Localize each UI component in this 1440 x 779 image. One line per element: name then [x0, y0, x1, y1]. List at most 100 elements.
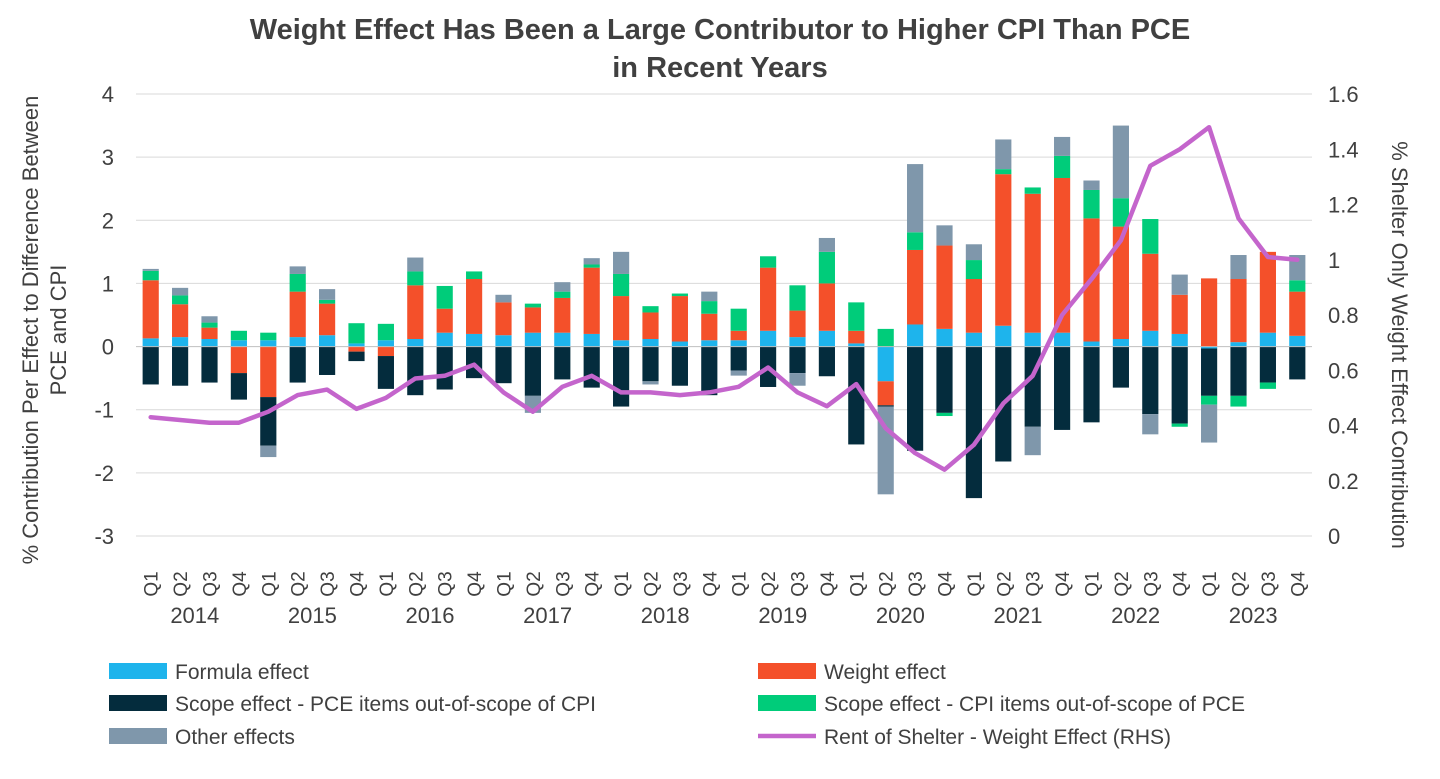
bar-segment-1 [1024, 332, 1041, 347]
bar-segment-3 [1171, 346, 1188, 424]
bar-segment-2 [848, 330, 865, 344]
bar-segment-4 [260, 332, 277, 341]
bar-segment-4 [671, 293, 688, 297]
bar-segment-2 [260, 346, 277, 398]
quarter-tick-label: Q3 [671, 571, 692, 596]
bar-segment-5 [818, 237, 835, 252]
bar-segment-3 [965, 346, 982, 499]
bar-segment-1 [701, 340, 718, 347]
bar-segment-4 [436, 285, 453, 309]
bar-segment-4 [524, 303, 541, 308]
quarter-tick-label: Q2 [1230, 571, 1251, 596]
quarter-tick-label: Q2 [406, 571, 427, 596]
bar-segment-4 [583, 264, 600, 268]
bar-segment-1 [877, 346, 894, 382]
bar-segment-2 [1201, 278, 1218, 347]
bar-segment-3 [1083, 346, 1100, 423]
bar-segment-2 [554, 297, 571, 333]
quarter-tick-label: Q4 [1053, 571, 1074, 597]
bar-segment-2 [466, 279, 483, 334]
bar-segment-2 [319, 303, 336, 336]
bar-segment-5 [613, 251, 630, 274]
bar-segment-3 [701, 346, 718, 396]
bar-segment-1 [1201, 346, 1218, 349]
bar-segment-5 [965, 244, 982, 261]
bar-segment-1 [1142, 330, 1159, 347]
bar-segment-5 [201, 316, 218, 323]
bar-segment-3 [1230, 346, 1247, 396]
bar-segment-1 [348, 343, 365, 347]
bar-segment-4 [466, 271, 483, 280]
quarter-tick-label: Q2 [1112, 571, 1133, 596]
bar-segment-2 [877, 381, 894, 406]
bar-segment-4 [230, 330, 247, 341]
quarter-tick-label: Q1 [495, 571, 516, 596]
bar-segment-3 [201, 346, 218, 383]
bar-segment-1 [848, 343, 865, 347]
left-axis-title: % Contribution Per Effect to Difference … [18, 96, 71, 565]
quarter-tick-label: Q1 [612, 571, 633, 596]
quarter-tick-label: Q4 [348, 571, 369, 597]
left-tick-label: 4 [102, 82, 114, 107]
bar-segment-5 [1054, 136, 1071, 156]
bar-segment-2 [760, 267, 777, 331]
year-tick-label: 2022 [1111, 603, 1160, 628]
bar-segment-1 [201, 338, 218, 347]
year-tick-label: 2021 [994, 603, 1043, 628]
bar-segment-3 [289, 346, 306, 383]
quarter-tick-label: Q1 [730, 571, 751, 596]
bar-segment-4 [730, 308, 747, 331]
bar-segment-5 [495, 294, 512, 303]
legend: Formula effect Weight effect Scope effect … [109, 661, 1245, 749]
bar-segment-4 [818, 251, 835, 284]
bar-segment-2 [701, 313, 718, 341]
bar-segment-2 [377, 346, 394, 357]
bar-segment-2 [1171, 294, 1188, 334]
bar-segment-4 [1083, 189, 1100, 219]
year-tick-label: 2018 [641, 603, 690, 628]
bar-segment-3 [260, 397, 277, 446]
bar-segment-3 [730, 346, 747, 371]
bar-segment-1 [995, 325, 1012, 347]
bar-segment-1 [466, 333, 483, 347]
bar-segment-2 [524, 307, 541, 333]
bar-segment-1 [289, 337, 306, 347]
bar-segment-2 [436, 308, 453, 333]
right-tick-label: 1.6 [1328, 82, 1359, 107]
bar-segment-4 [848, 302, 865, 331]
left-tick-label: -2 [94, 461, 114, 486]
bar-segment-1 [1112, 338, 1129, 347]
bar-segment-4 [319, 299, 336, 304]
bar-segment-1 [730, 340, 747, 347]
bar-segment-2 [613, 296, 630, 341]
bar-segment-3 [1201, 348, 1218, 396]
bar-segment-3 [407, 346, 424, 396]
bar-segment-4 [936, 412, 953, 417]
bar-segment-3 [142, 346, 159, 385]
bar-segment-4 [201, 322, 218, 328]
bar-segment-4 [907, 232, 924, 250]
bar-segment-2 [407, 285, 424, 339]
bar-segment-3 [877, 405, 894, 407]
year-tick-label: 2020 [876, 603, 925, 628]
bar-segment-3 [613, 346, 630, 407]
bar-segment-3 [642, 346, 659, 382]
bar-segment-2 [172, 304, 189, 338]
bar-segment-3 [466, 346, 483, 379]
bar-segment-1 [1083, 341, 1100, 347]
bar-segment-3 [524, 346, 541, 396]
bar-segment-2 [348, 346, 365, 352]
year-tick-label: 2014 [170, 603, 219, 628]
bar-segment-1 [142, 338, 159, 347]
left-tick-label: 3 [102, 145, 114, 170]
quarter-tick-label: Q1 [1200, 571, 1221, 596]
right-tick-label: 0.8 [1328, 303, 1359, 328]
bar-segment-4 [1201, 395, 1218, 405]
right-tick-label: 1.2 [1328, 193, 1359, 218]
bar-segment-2 [230, 346, 247, 374]
bar-segment-4 [1230, 395, 1247, 407]
bar-segment-4 [1024, 187, 1041, 194]
right-axis-title-text: % Shelter Only Weight Effect Contributio… [1387, 141, 1412, 549]
quarter-tick-label: Q3 [1024, 571, 1045, 596]
quarter-tick-label: Q4 [700, 571, 721, 597]
